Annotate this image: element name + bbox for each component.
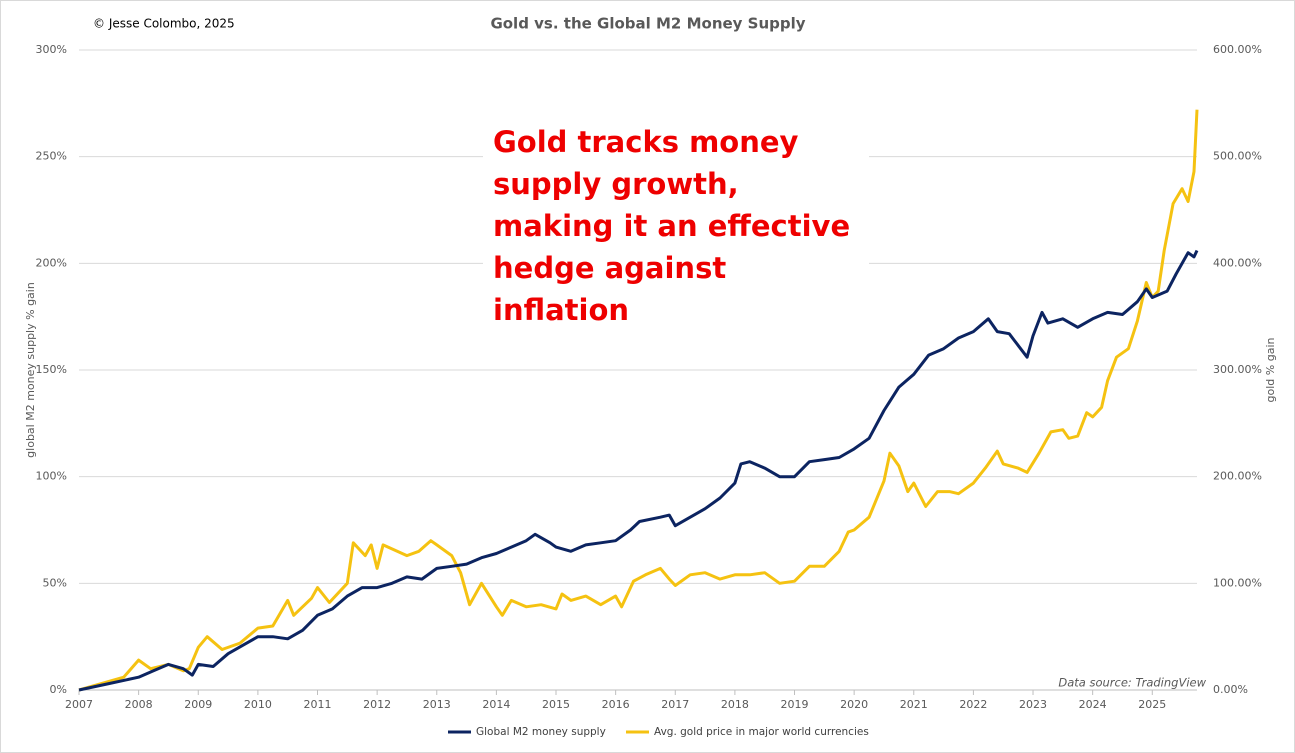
x-tick-label: 2012 bbox=[363, 698, 391, 711]
x-tick-label: 2016 bbox=[602, 698, 630, 711]
x-tick-label: 2024 bbox=[1079, 698, 1107, 711]
x-tick-label: 2019 bbox=[781, 698, 809, 711]
chart-title: Gold vs. the Global M2 Money Supply bbox=[490, 15, 805, 33]
x-tick-label: 2023 bbox=[1019, 698, 1047, 711]
x-tick-label: 2007 bbox=[65, 698, 93, 711]
y-tick-label: 150% bbox=[36, 363, 67, 376]
y-tick-label: 200% bbox=[36, 256, 67, 269]
series-line bbox=[78, 109, 1199, 692]
y2-tick-label: 200.00% bbox=[1213, 470, 1262, 483]
y2-tick-label: 400.00% bbox=[1213, 256, 1262, 269]
x-tick-label: 2010 bbox=[244, 698, 272, 711]
legend-label: Global M2 money supply bbox=[476, 726, 606, 738]
series-line bbox=[78, 249, 1199, 692]
y-tick-label: 250% bbox=[36, 150, 67, 163]
y2-tick-label: 600.00% bbox=[1213, 43, 1262, 56]
y2-tick-label: 500.00% bbox=[1213, 150, 1262, 163]
y-tick-label: 300% bbox=[36, 43, 67, 56]
x-tick-label: 2014 bbox=[482, 698, 510, 711]
x-tick-label: 2025 bbox=[1138, 698, 1166, 711]
x-tick-label: 2020 bbox=[840, 698, 868, 711]
annotation: Gold tracks money supply growth, making … bbox=[483, 117, 869, 337]
x-tick-label: 2018 bbox=[721, 698, 749, 711]
y2-tick-label: 0.00% bbox=[1213, 683, 1248, 696]
y2-tick-label: 100.00% bbox=[1213, 576, 1262, 589]
x-tick-label: 2008 bbox=[125, 698, 153, 711]
source-note: Data source: TradingView bbox=[1058, 676, 1206, 690]
x-tick-label: 2015 bbox=[542, 698, 570, 711]
x-tick-label: 2011 bbox=[304, 698, 332, 711]
y-tick-label: 50% bbox=[43, 576, 67, 589]
x-tick-label: 2022 bbox=[959, 698, 987, 711]
y-tick-label: 0% bbox=[50, 683, 67, 696]
y-tick-label: 100% bbox=[36, 470, 67, 483]
y2-tick-label: 300.00% bbox=[1213, 363, 1262, 376]
x-tick-label: 2013 bbox=[423, 698, 451, 711]
x-tick-label: 2021 bbox=[900, 698, 928, 711]
x-tick-label: 2017 bbox=[661, 698, 689, 711]
legend-label: Avg. gold price in major world currencie… bbox=[654, 726, 869, 738]
y2-axis-title: gold % gain bbox=[1264, 338, 1277, 403]
x-tick-label: 2009 bbox=[184, 698, 212, 711]
y-axis-title: global M2 money supply % gain bbox=[24, 282, 37, 458]
copyright: © Jesse Colombo, 2025 bbox=[93, 17, 235, 31]
